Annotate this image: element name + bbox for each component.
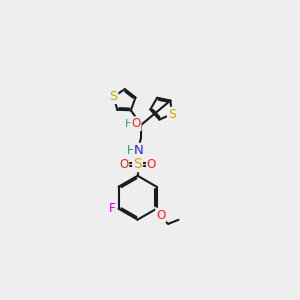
Text: O: O: [119, 158, 128, 171]
Text: O: O: [156, 208, 165, 222]
Text: O: O: [131, 117, 141, 130]
Text: H: H: [125, 119, 134, 129]
Text: F: F: [109, 202, 116, 215]
Text: S: S: [110, 90, 118, 103]
Text: S: S: [133, 157, 142, 171]
Text: H: H: [127, 144, 136, 157]
Text: N: N: [134, 144, 144, 157]
Text: S: S: [168, 108, 176, 121]
Text: O: O: [147, 158, 156, 171]
